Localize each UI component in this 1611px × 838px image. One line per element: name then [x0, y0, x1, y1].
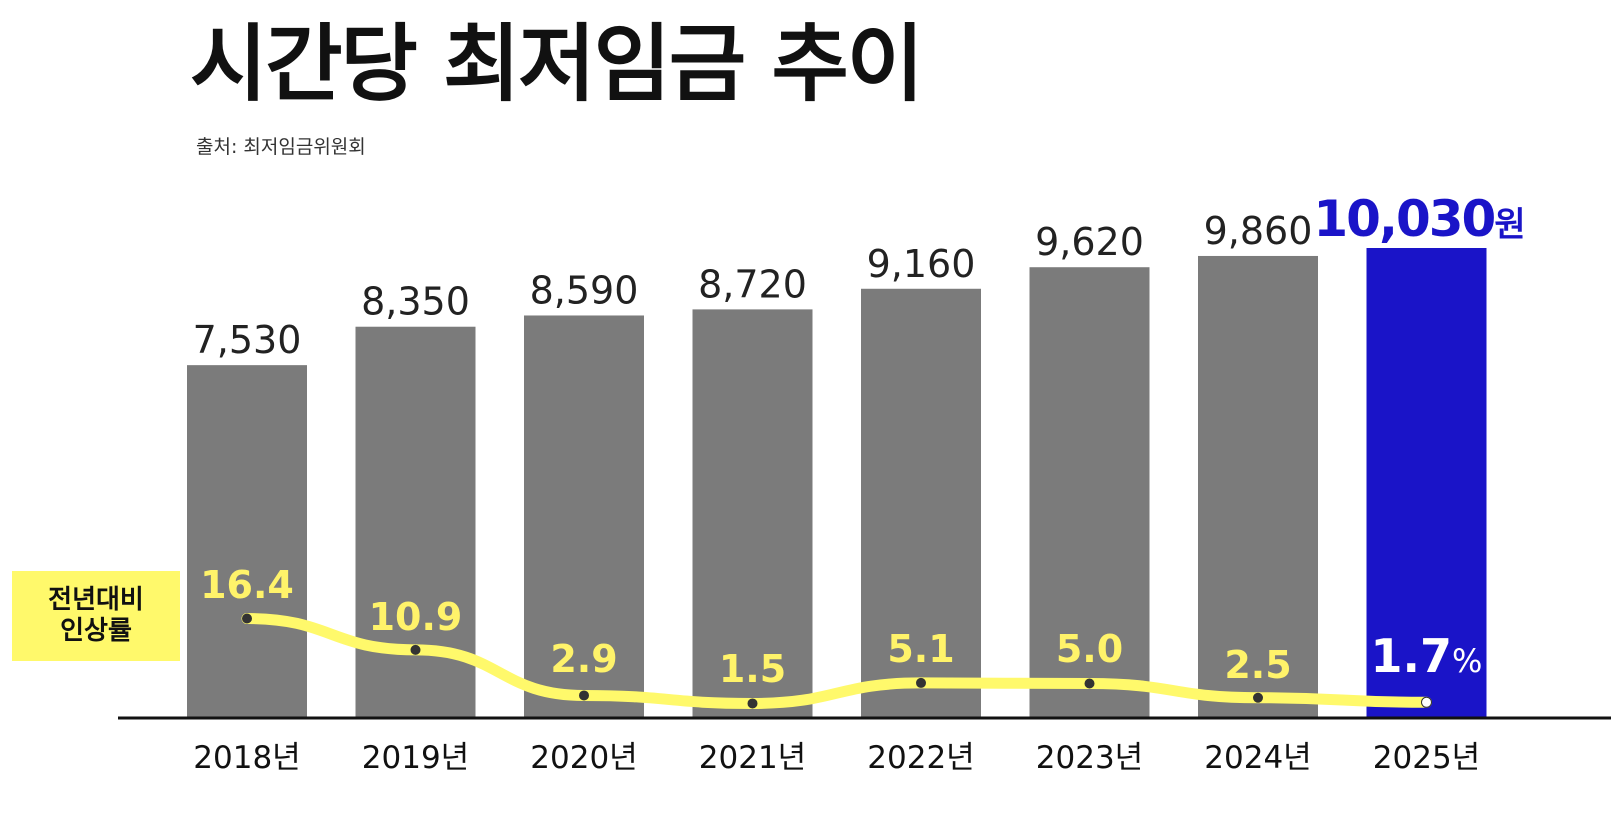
x-tick-label-1: 2019년: [362, 740, 469, 776]
x-tick-label-2: 2020년: [530, 740, 637, 776]
bar-value-unit: 원: [1494, 205, 1523, 245]
x-tick-label-0: 2018년: [193, 740, 300, 776]
rate-label-5: 5.0: [1056, 627, 1123, 671]
bar-0: [187, 365, 307, 718]
x-tick-label-4: 2022년: [867, 740, 974, 776]
rate-label-2: 2.9: [550, 637, 617, 681]
bar-3: [692, 309, 813, 718]
labels-group: 7,530 8,350 8,590 8,720 9,160 9,620 9,860 10,03…: [193, 190, 1526, 776]
bar-value-label-3: 8,720: [698, 262, 807, 306]
bar-4: [861, 288, 981, 718]
rate-label-number: 1.7: [1371, 629, 1453, 683]
rate-point-2: [579, 690, 589, 701]
bar-6: [1198, 255, 1318, 718]
rate-point-4: [916, 677, 926, 688]
rate-point-6: [1253, 692, 1263, 703]
bar-value-label-5: 9,620: [1035, 220, 1144, 264]
chart-source: 출처: 최저임금위원회: [196, 136, 366, 158]
bar-value-label-2: 8,590: [530, 268, 639, 312]
bar-value-number: 10,030: [1313, 190, 1494, 248]
rate-label-unit: %: [1452, 642, 1482, 680]
bar-value-label-1: 8,350: [361, 280, 470, 324]
x-tick-label-7: 2025년: [1373, 740, 1480, 776]
rate-point-3: [747, 698, 758, 709]
bar-5: [1029, 267, 1150, 718]
rate-label-6: 2.5: [1224, 643, 1291, 687]
rate-line: [241, 613, 1432, 709]
rate-point-7: [1421, 696, 1432, 708]
bar-value-label-4: 9,160: [867, 242, 976, 286]
rate-label-1: 10.9: [369, 595, 463, 639]
bars-group: [118, 248, 1611, 720]
rate-legend: 전년대비 인상률: [12, 571, 180, 661]
bar-2: [524, 315, 644, 718]
rate-point-1: [410, 644, 421, 655]
rate-label-0: 16.4: [200, 563, 294, 607]
x-tick-label-3: 2021년: [699, 740, 806, 776]
bar-7: [1366, 248, 1487, 718]
rate-legend-label: 전년대비 인상률: [48, 584, 144, 646]
rate-label-3: 1.5: [719, 647, 786, 691]
rate-point-5: [1084, 678, 1095, 689]
rate-line-group: [241, 613, 1432, 709]
rate-label-4: 5.1: [887, 627, 954, 671]
bar-value-label-6: 9,860: [1204, 209, 1313, 253]
bar-value-label-7: 10,030원: [1313, 190, 1523, 248]
chart-title: 시간당 최저임금 추이: [190, 15, 924, 113]
rate-point-0: [242, 613, 252, 624]
bar-value-label-0: 7,530: [193, 318, 302, 362]
rate-label-7: 1.7%: [1371, 629, 1483, 683]
x-tick-label-5: 2023년: [1036, 740, 1143, 776]
x-tick-label-6: 2024년: [1204, 740, 1311, 776]
